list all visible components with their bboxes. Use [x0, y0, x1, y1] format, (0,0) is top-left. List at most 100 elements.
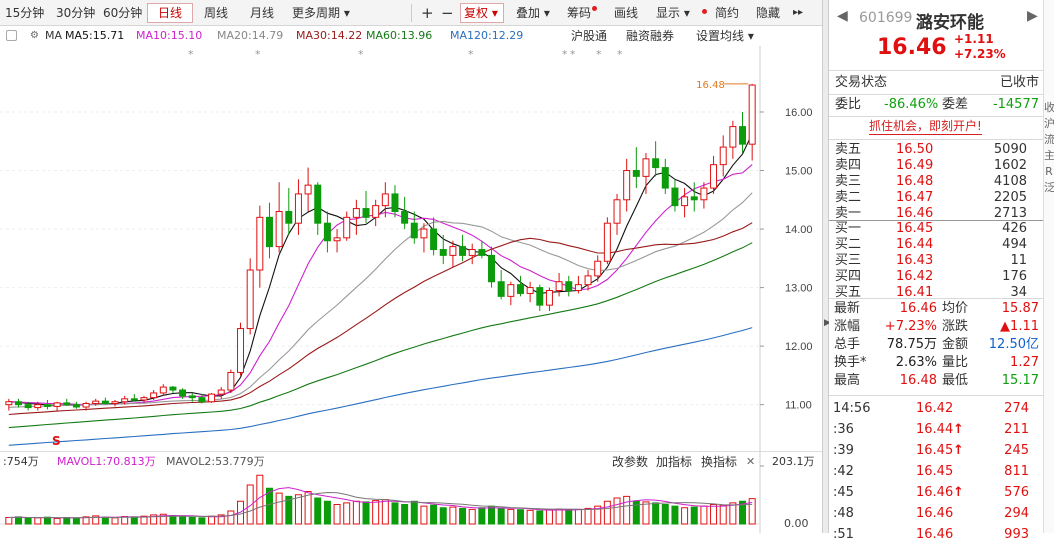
candle-body [53, 402, 61, 407]
ma-line-3 [8, 222, 753, 416]
volume-bar [111, 517, 119, 525]
price-tick-label: 11.00 [785, 400, 812, 412]
bid-row: 买三 16.43 11 [829, 252, 1043, 270]
more-period-dropdown[interactable]: 更多周期 ▾ [292, 6, 350, 20]
candle-body [14, 401, 22, 406]
add-indicator-button[interactable]: 加指标 [656, 455, 693, 469]
bid-price: 16.43 [896, 253, 934, 268]
ma60-value: MA60:13.96 [366, 29, 433, 42]
ask-price: 16.50 [896, 142, 934, 157]
candle-body [285, 210, 293, 224]
display-dropdown[interactable]: 显示 ▾ [656, 6, 690, 20]
ma-legend: ⚙ MA MA5:15.71 MA10:15.10 MA20:14.79 MA3… [0, 27, 822, 45]
volume-bar [159, 513, 167, 525]
ask-row: 卖二 16.47 2205 [829, 189, 1043, 207]
hide-button[interactable]: 隐藏 [756, 6, 781, 20]
candle-body [323, 222, 331, 242]
prev-stock-icon[interactable]: ◀ [837, 8, 848, 24]
volume-bar [304, 491, 312, 525]
bid-volume: 176 [1002, 269, 1027, 284]
overlay-dropdown[interactable]: 叠加 ▾ [516, 6, 550, 20]
volume-bar [43, 516, 51, 525]
candle-body [739, 126, 747, 145]
candle-body [555, 281, 563, 292]
simple-mode-button[interactable]: 简约 [715, 6, 740, 20]
set-ma-dropdown[interactable]: 设置均线 ▾ [696, 29, 754, 43]
volume-bar [323, 500, 331, 525]
tab-monthly[interactable]: 月线 [250, 6, 275, 20]
draw-line-button[interactable]: 画线 [614, 6, 639, 20]
chips-button[interactable]: 筹码 [564, 3, 600, 23]
candle-body [623, 170, 631, 201]
legend-gear-icon[interactable]: ⚙ [30, 30, 39, 41]
ask-volume: 2205 [993, 190, 1027, 205]
candle-body [507, 284, 515, 297]
close-indicator-icon[interactable]: ✕ [746, 455, 756, 468]
candle-body [256, 216, 264, 271]
switch-indicator-button[interactable]: 换指标 [701, 455, 738, 469]
price-tick-label: 15.00 [785, 166, 813, 178]
edge-char: 收 [1044, 101, 1054, 114]
ask-volume: 5090 [993, 142, 1027, 157]
hugutong-link[interactable]: 沪股通 [571, 29, 608, 43]
change-params-button[interactable]: 改参数 [612, 455, 649, 469]
candle-body [314, 184, 322, 224]
stat-label: 换手* [834, 355, 867, 370]
tick-row: :45 16.46 ↑ 576 [829, 484, 1043, 502]
weibi-value: -86.46% [884, 97, 939, 112]
candle-body [130, 398, 138, 401]
volume-bar [294, 494, 302, 525]
collapse-arrow-icon[interactable]: ▶ [824, 318, 831, 328]
bid-level-label: 买五 [835, 285, 862, 300]
candle-body [690, 196, 698, 201]
zoom-in-button[interactable]: + [421, 4, 434, 22]
price-tick-label: 14.00 [785, 224, 813, 236]
rongzi-link[interactable]: 融资融券 [626, 29, 675, 43]
ask-level-label: 卖五 [835, 142, 862, 157]
price-change-block: +1.11 +7.23% [954, 32, 1006, 62]
tab-weekly[interactable]: 周线 [204, 6, 229, 20]
stat-label: 均价 [942, 301, 969, 316]
volume-bar [584, 507, 592, 525]
volume-bar [208, 515, 216, 525]
event-marker-icon: * [617, 48, 623, 61]
candle-body [681, 196, 689, 207]
ask-level-label: 卖三 [835, 174, 862, 189]
edge-char: 主 [1044, 149, 1054, 162]
volume-bar [565, 509, 573, 525]
bid-level-label: 买二 [835, 237, 862, 252]
more-arrow-icon[interactable]: ▸▸ [793, 7, 804, 18]
candle-body [526, 287, 534, 294]
candle-body [294, 193, 302, 224]
panel-divider[interactable]: ▶ [822, 0, 831, 533]
volume-legend: :754万 MAVOL1:70.813万 MAVOL2:53.779万 改参数 … [0, 451, 822, 471]
ma-line-4 [8, 242, 753, 429]
ma-line-2 [8, 192, 753, 408]
ask-level-label: 卖二 [835, 190, 862, 205]
volume-bar [478, 507, 486, 525]
legend-settings-icon[interactable] [6, 30, 17, 41]
stat-value: 78.75万 [886, 337, 937, 352]
fuquan-dropdown[interactable]: 复权 ▾ [460, 3, 504, 23]
ma20-value: MA20:14.79 [217, 29, 284, 42]
volume-bar [5, 517, 13, 525]
price-change-pct: +7.23% [954, 47, 1006, 61]
bid-price: 16.45 [896, 221, 934, 236]
period-60min[interactable]: 60分钟 [103, 6, 143, 20]
ask-volume: 2713 [993, 206, 1027, 221]
tick-time: :48 [833, 506, 854, 521]
volume-bar [82, 516, 90, 525]
period-30min[interactable]: 30分钟 [56, 6, 96, 20]
tab-daily[interactable]: 日线 [147, 3, 193, 23]
zoom-out-button[interactable]: − [441, 4, 454, 22]
period-15min[interactable]: 15分钟 [5, 6, 45, 20]
kline-chart[interactable]: 16.00 15.00 14.00 13.00 12.00 11.00 * * * * * * * * 16… [0, 46, 822, 533]
bid-volume: 11 [1010, 253, 1027, 268]
volume-bar [739, 500, 747, 525]
volume-bar [314, 497, 322, 525]
tick-time: :45 [833, 485, 854, 500]
open-account-banner[interactable]: 抓住机会，即刻开户! [869, 119, 982, 135]
stat-row: 总手 78.75万 金额 12.50亿 [829, 336, 1043, 354]
next-stock-icon[interactable]: ▶ [1027, 8, 1038, 24]
volume-bar [613, 497, 621, 525]
